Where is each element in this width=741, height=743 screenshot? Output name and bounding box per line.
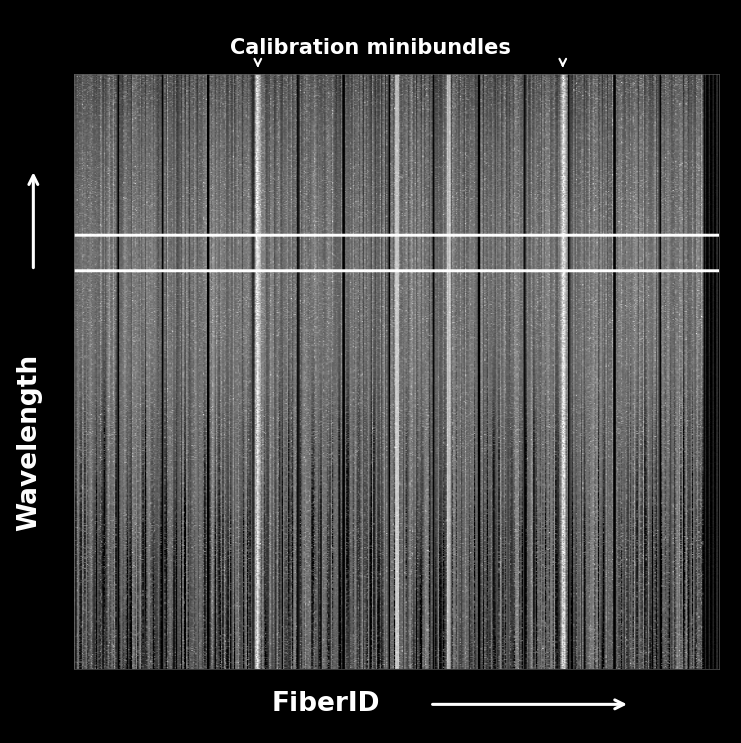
Text: Wavelength: Wavelength <box>16 354 43 531</box>
Text: FiberID: FiberID <box>272 692 380 717</box>
Text: Calibration minibundles: Calibration minibundles <box>230 39 511 58</box>
